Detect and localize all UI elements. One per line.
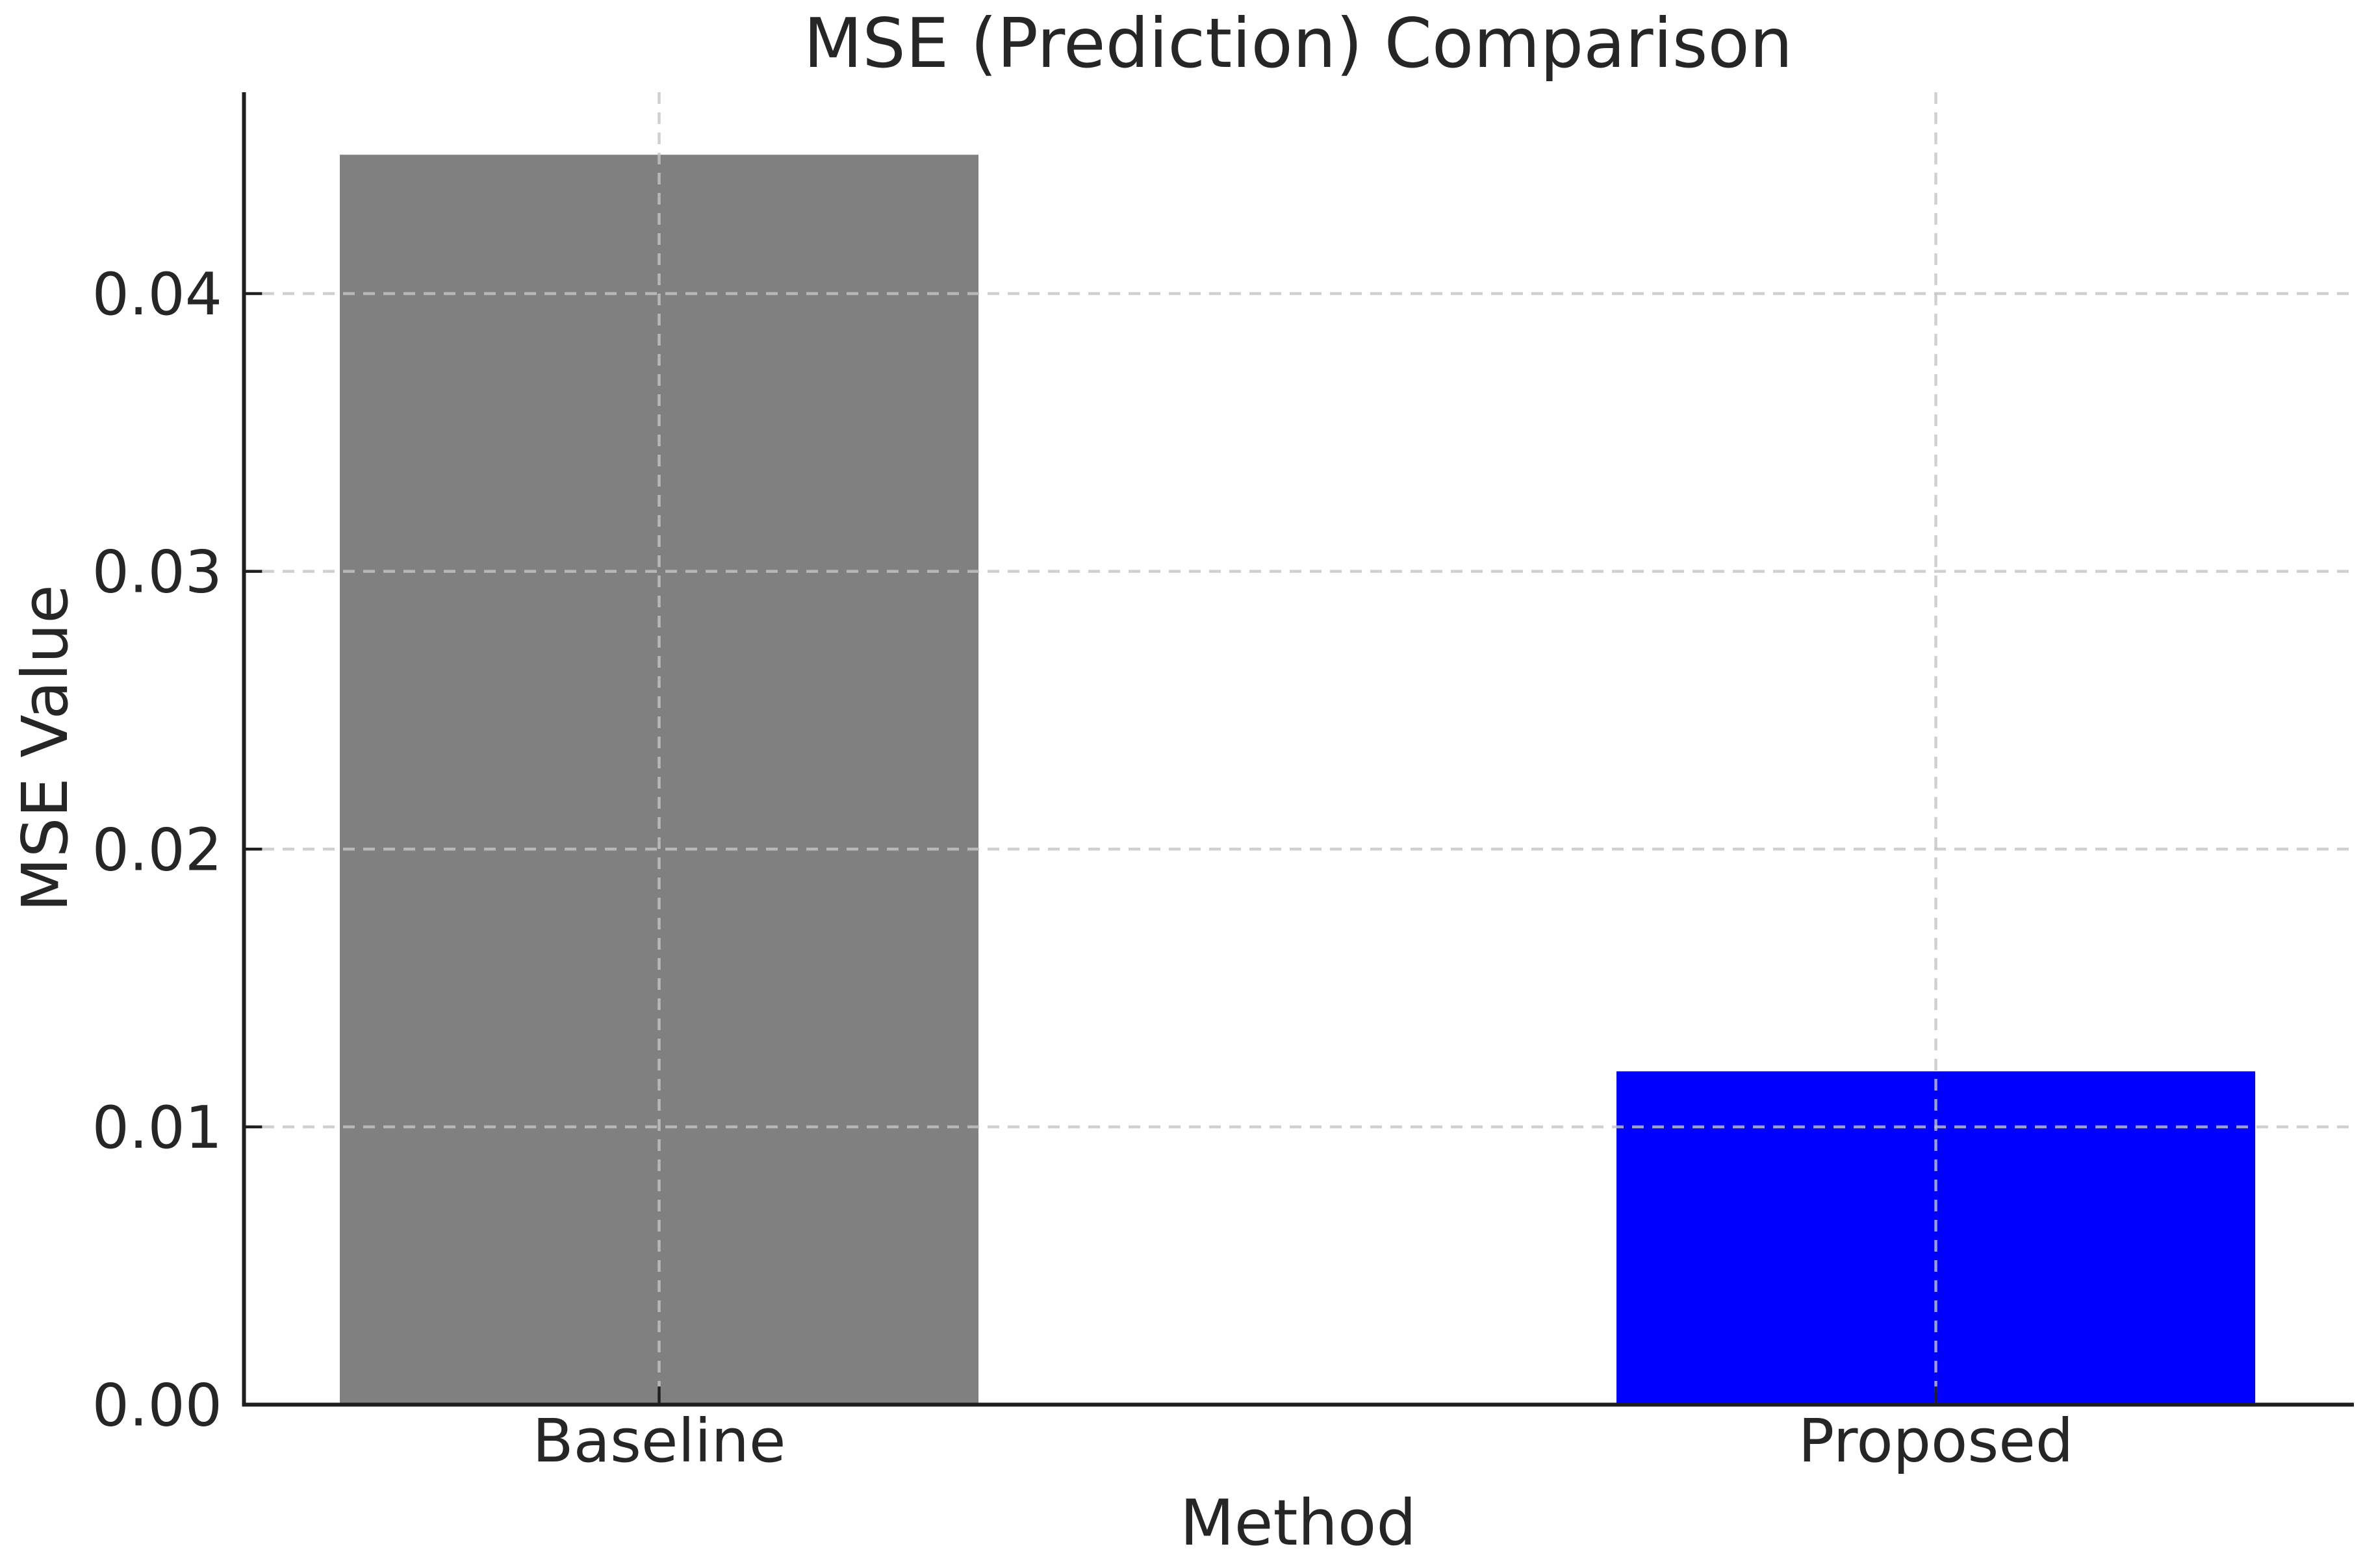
y-tick-label-0.03: 0.03 bbox=[92, 538, 222, 607]
y-tick-label-0.04: 0.04 bbox=[92, 260, 222, 329]
y-tick-label-0.01: 0.01 bbox=[92, 1094, 222, 1162]
x-tick-label-proposed: Proposed bbox=[1798, 1406, 2074, 1476]
bars-layer bbox=[340, 155, 2255, 1405]
chart-title: MSE (Prediction) Comparison bbox=[804, 4, 1793, 83]
y-tick-label-0.00: 0.00 bbox=[92, 1372, 222, 1440]
y-axis-label: MSE Value bbox=[8, 585, 82, 912]
x-tick-label-baseline: Baseline bbox=[532, 1406, 786, 1476]
y-tick-label-0.02: 0.02 bbox=[92, 816, 222, 884]
tick-labels-layer: 0.00 0.01 0.02 0.03 0.04 Baseline Proposed bbox=[92, 260, 2074, 1476]
axes-layer bbox=[242, 92, 2354, 1407]
x-axis-label: Method bbox=[1180, 1486, 1416, 1560]
ticks-layer bbox=[244, 292, 1937, 1406]
